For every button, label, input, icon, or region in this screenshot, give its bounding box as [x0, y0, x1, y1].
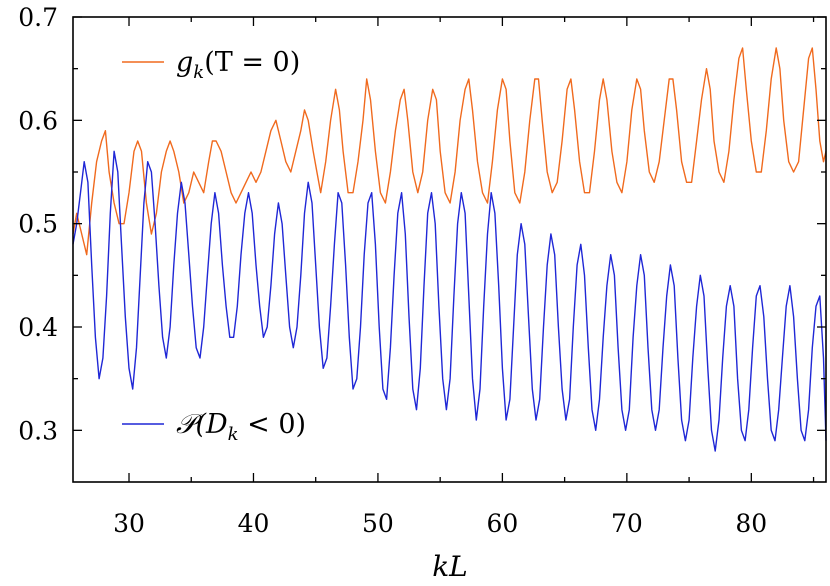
ticks-layer — [73, 16, 826, 482]
legend-label-1: gk(T = 0) — [176, 47, 300, 83]
y-tick-labels: 0.3 0.4 0.5 0.6 0.7 — [18, 3, 58, 445]
x-tick-label: 70 — [611, 509, 643, 538]
plot-frame — [72, 16, 827, 483]
series-layer — [72, 47, 827, 452]
y-tick-label: 0.7 — [18, 3, 58, 32]
x-tick-labels: 30 40 50 60 70 80 — [113, 509, 767, 538]
x-tick-label: 30 — [113, 509, 145, 538]
x-tick-label: 40 — [238, 509, 270, 538]
x-tick-label: 80 — [735, 509, 767, 538]
legend-label-2: 𝒫(Dk < 0) — [176, 409, 306, 445]
y-tick-label: 0.6 — [18, 106, 58, 135]
series-line-1 — [72, 47, 827, 256]
y-tick-label: 0.5 — [18, 210, 58, 239]
x-tick-label: 50 — [362, 509, 394, 538]
x-axis-title: kL — [432, 550, 468, 583]
series-line-2 — [72, 150, 827, 452]
legend: gk(T = 0) 𝒫(Dk < 0) — [122, 47, 306, 445]
x-tick-label: 60 — [486, 509, 518, 538]
y-tick-label: 0.4 — [18, 313, 58, 342]
y-tick-label: 0.3 — [18, 416, 58, 445]
